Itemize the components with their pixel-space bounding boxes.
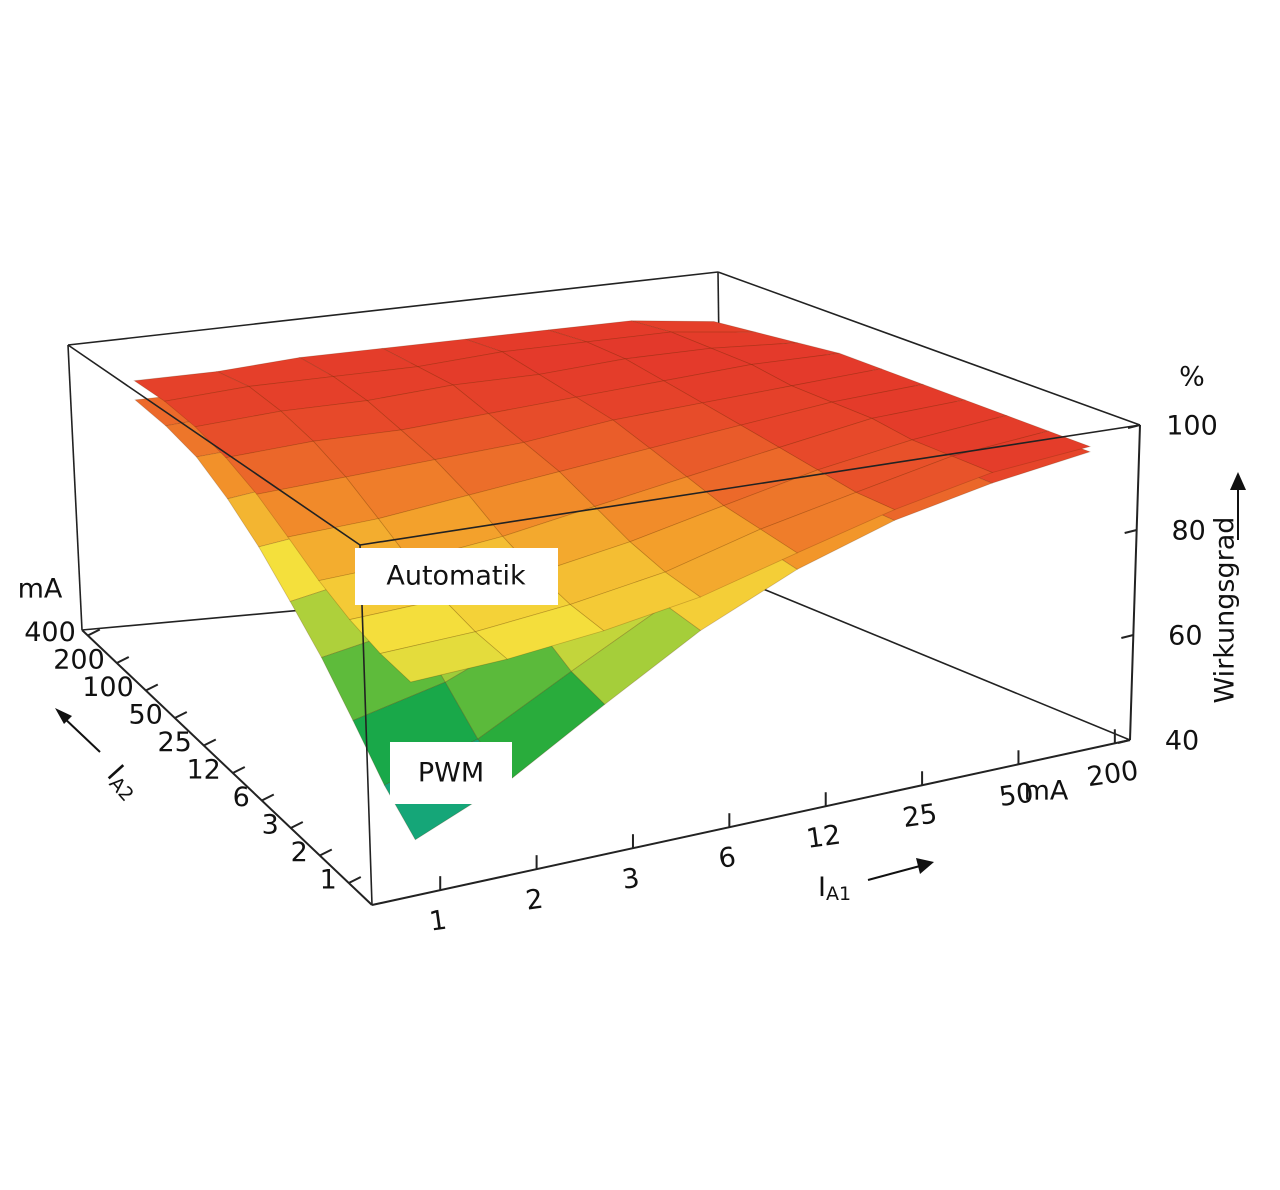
- z-tick-label: 40: [1165, 726, 1199, 757]
- y-axis-label: IA2: [100, 759, 147, 806]
- box-edge: [721, 571, 1131, 741]
- y-tick-label: 2: [291, 837, 308, 868]
- y-tick: [87, 628, 101, 637]
- box-edge: [371, 739, 1131, 906]
- label-box: [390, 742, 512, 804]
- z-tick-label: 100: [1166, 411, 1218, 442]
- surface-cell: [256, 476, 380, 538]
- surface: [133, 320, 1092, 841]
- y-tick: [290, 821, 304, 829]
- box-edge: [1129, 424, 1141, 741]
- arrow-head: [1230, 472, 1246, 490]
- x-tick-label: 200: [1085, 755, 1140, 793]
- y-tick: [145, 683, 159, 692]
- surface-cell: [465, 329, 587, 353]
- box-front: 1236122550200123612255010020040040608010…: [24, 344, 1218, 938]
- surface-cell: [664, 528, 799, 598]
- y-tick-label: 1: [320, 865, 337, 896]
- box-edge: [81, 629, 373, 906]
- y-tick: [174, 711, 188, 719]
- z-tick-label: 60: [1168, 621, 1202, 652]
- x-tick-label: 12: [804, 820, 842, 855]
- y-tick-label: 200: [53, 645, 105, 676]
- arrow-head: [916, 858, 934, 874]
- box-edge: [67, 271, 719, 346]
- y-tick: [232, 766, 246, 774]
- surface-cell: [759, 491, 896, 554]
- y-tick-label: 400: [24, 617, 76, 648]
- x-tick-label: 2: [524, 884, 545, 917]
- y-tick-label: 100: [82, 672, 134, 703]
- surface-cell: [474, 604, 605, 660]
- x-tick-label: 1: [427, 905, 448, 938]
- x-tick-label: 3: [620, 863, 641, 896]
- box-edge: [359, 424, 1141, 546]
- arrow-head: [55, 708, 72, 724]
- y-unit: mA: [18, 574, 63, 605]
- y-tick-label: 25: [157, 727, 191, 758]
- surface-cell: [855, 455, 994, 511]
- z-tick: [1121, 634, 1134, 639]
- z-tick: [1127, 424, 1141, 429]
- x-axis-label: IA1: [818, 872, 851, 905]
- surface-cell: [379, 631, 509, 683]
- x-label-sub: A1: [826, 883, 851, 905]
- surface-cell: [434, 441, 561, 496]
- arrow: [867, 865, 921, 881]
- y-tick: [261, 793, 275, 802]
- y-tick-label: 3: [262, 810, 279, 841]
- z-tick-label: 80: [1171, 516, 1205, 547]
- x-tick-label: 25: [901, 799, 939, 834]
- y-tick-label: 12: [186, 755, 220, 786]
- box-edge: [717, 271, 1141, 426]
- z-tick: [1117, 739, 1131, 744]
- y-tick-label: 6: [233, 782, 250, 813]
- x-label-main: I: [818, 872, 826, 903]
- surface-cell: [400, 413, 525, 461]
- surface-cell: [816, 439, 954, 493]
- y-tick: [348, 876, 362, 884]
- x-unit: mA: [1024, 776, 1069, 807]
- y-tick: [116, 656, 130, 664]
- box-edge: [67, 344, 361, 546]
- z-unit: %: [1179, 362, 1205, 393]
- label-box: [355, 548, 558, 605]
- series-label: PWM: [418, 758, 484, 789]
- series-label: Automatik: [386, 561, 526, 592]
- z-tick: [1124, 529, 1137, 534]
- surface-cell: [950, 430, 1092, 473]
- y-tick-label: 50: [128, 700, 162, 731]
- x-tick-label: 50: [997, 778, 1035, 813]
- surface-cell: [225, 440, 347, 495]
- surface-cell: [523, 419, 651, 473]
- z-axis-label: Wirkungsgrad: [1210, 517, 1241, 704]
- x-tick-label: 6: [717, 842, 738, 875]
- y-tick: [203, 738, 217, 747]
- y-tick: [319, 848, 333, 857]
- box-edge: [67, 344, 83, 631]
- labels: Automatik PWM % Wirkungsgrad mA IA2 IA1 …: [18, 362, 1246, 905]
- arrow: [61, 715, 101, 753]
